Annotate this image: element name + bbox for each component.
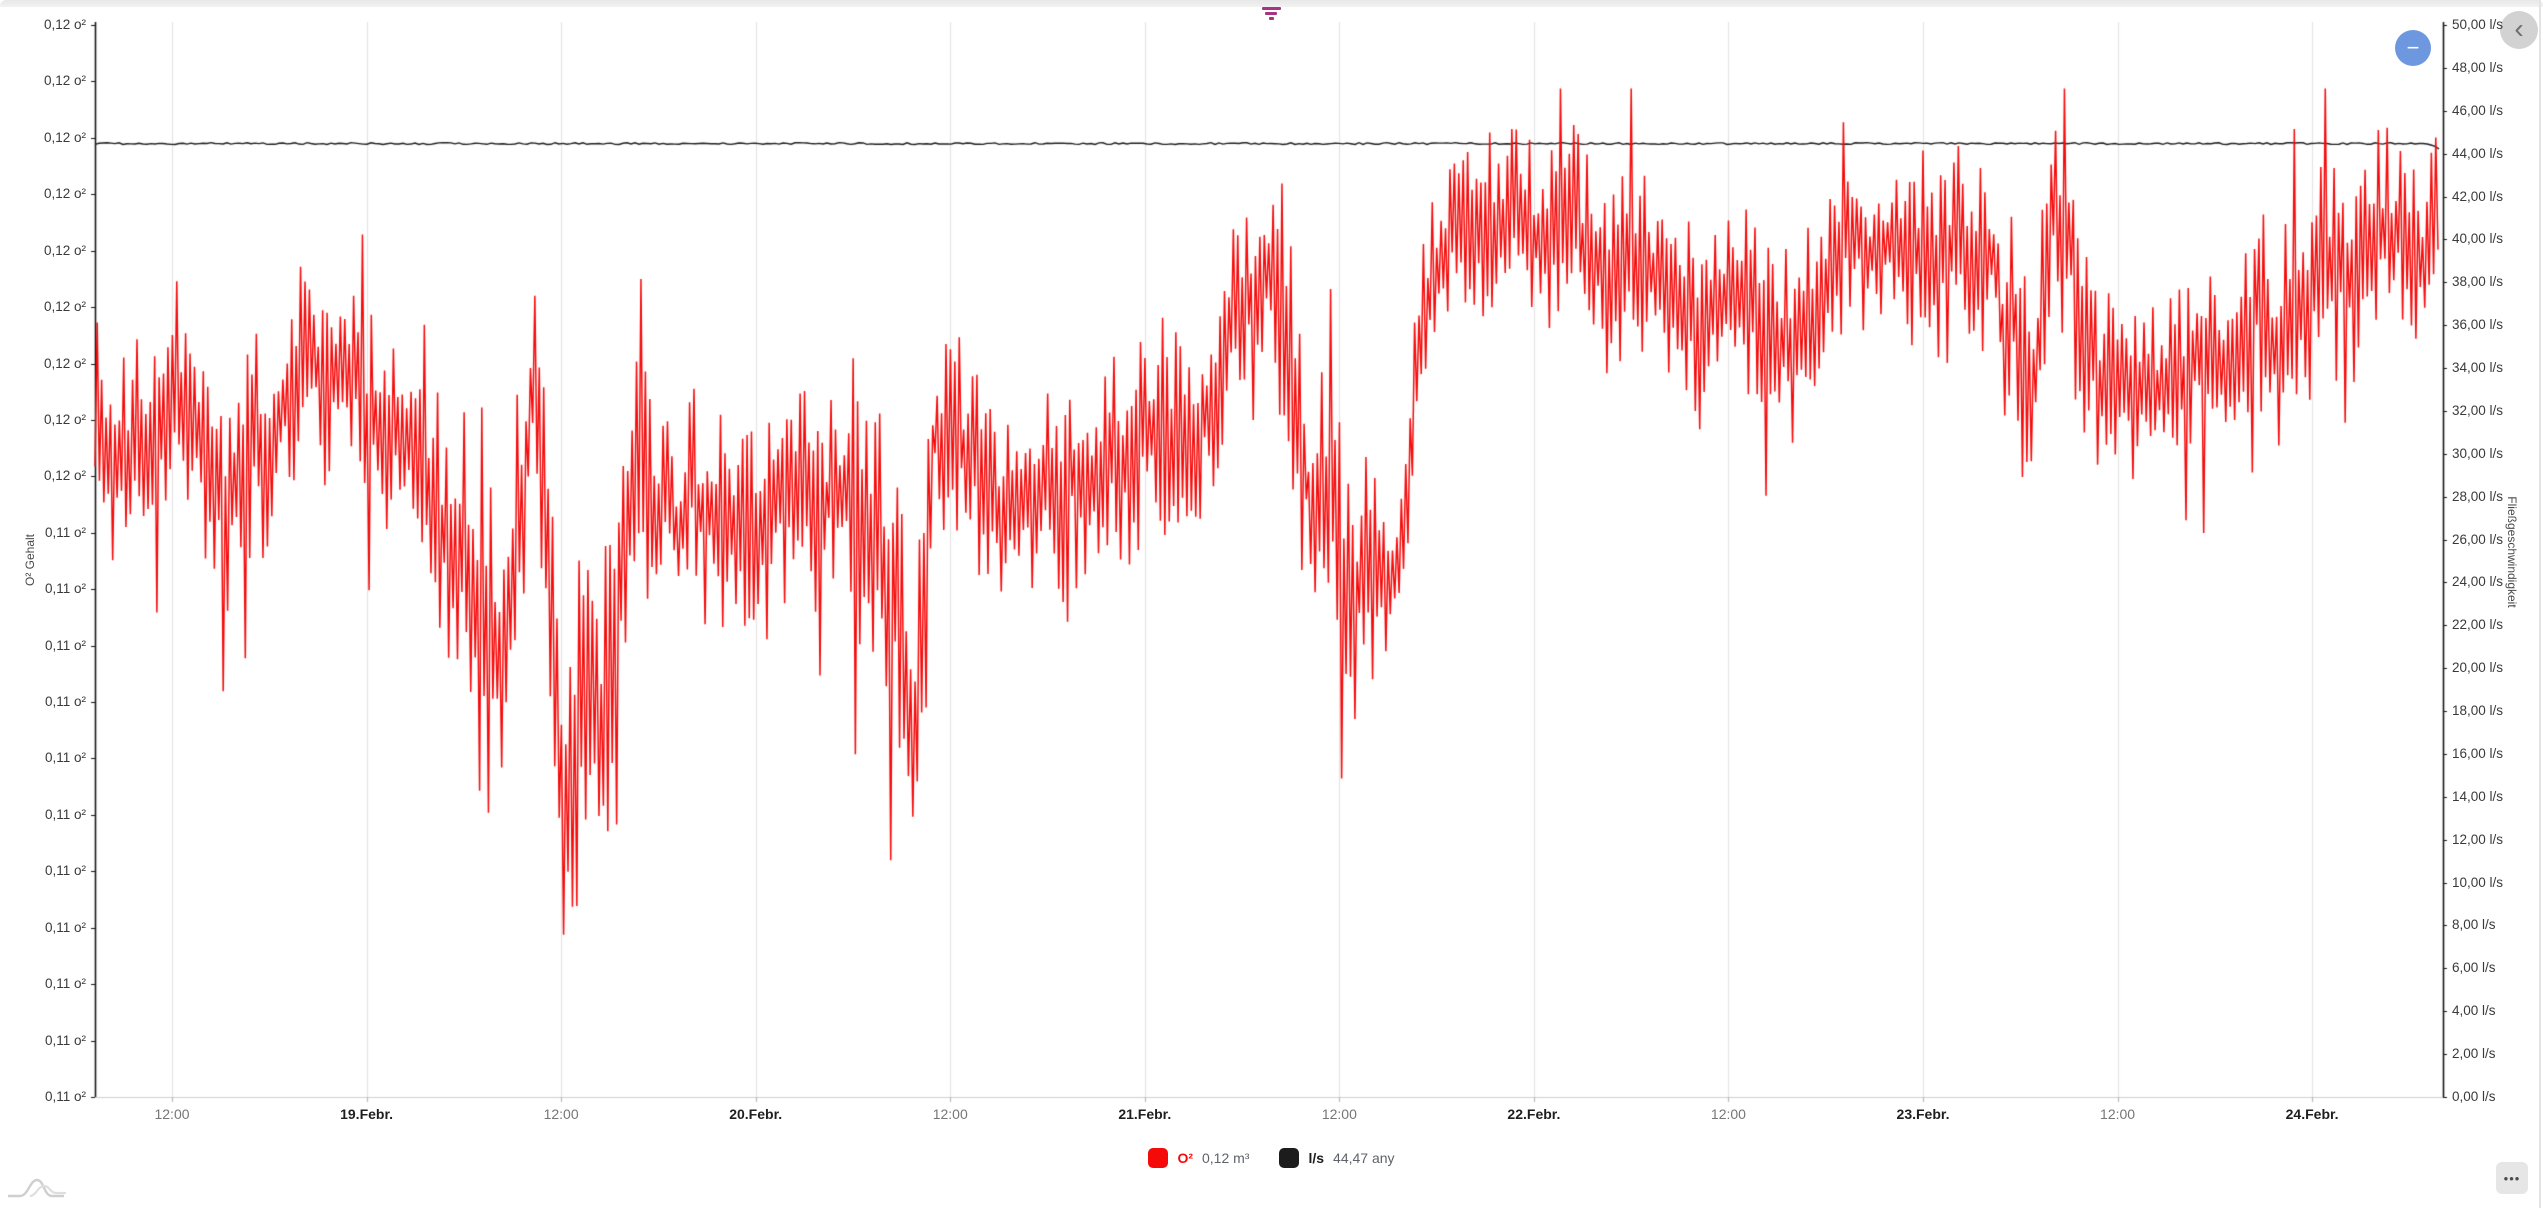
y-axis-left-label: 0,11 o²	[44, 637, 86, 653]
y-axis-left-label: 0,11 o²	[44, 581, 86, 597]
y-axis-right-label: 44,00 l/s	[2452, 145, 2504, 161]
y-axis-left-label: 0,11 o²	[44, 524, 86, 540]
y-axis-left-label: 0,11 o²	[44, 694, 86, 710]
y-axis-left-label: 0,11 o²	[44, 1032, 86, 1048]
x-axis-label: 22.Febr.	[1507, 1106, 1561, 1122]
y-axis-right-label: 12,00 l/s	[2452, 831, 2504, 847]
o2-series-swatch	[1148, 1148, 1169, 1168]
legend-series-name: l/s	[1308, 1150, 1325, 1166]
watermark-chart-icon	[8, 1178, 66, 1198]
y-axis-left-label: 0,11 o²	[44, 750, 86, 766]
y-axis-right-label: 36,00 l/s	[2452, 317, 2504, 333]
y-axis-right-label: 6,00 l/s	[2452, 960, 2496, 976]
y-axis-left-label: 0,11 o²	[44, 976, 86, 992]
y-axis-right-label: 10,00 l/s	[2452, 874, 2504, 890]
y-axis-right-label: 2,00 l/s	[2452, 1046, 2496, 1062]
x-axis-label: 12:00	[154, 1106, 190, 1122]
y-axis-left-label: 0,12 o²	[43, 355, 86, 371]
x-axis-label: 24.Febr.	[2285, 1106, 2339, 1122]
x-axis-label: 20.Febr.	[729, 1106, 783, 1122]
y-axis-right-label: 26,00 l/s	[2452, 531, 2504, 547]
y-axis-left-title: O² Gehalt	[23, 533, 37, 587]
y-axis-left-label: 0,12 o²	[43, 242, 86, 258]
y-axis-left-label: 0,12 o²	[43, 17, 86, 32]
legend-item-ls[interactable]: l/s 44,47 any	[1279, 1148, 1395, 1168]
zoom-out-button[interactable]: −	[2395, 30, 2431, 66]
y-axis-left-label: 0,12 o²	[43, 468, 86, 484]
y-axis-right-label: 8,00 l/s	[2452, 917, 2496, 933]
y-axis-left-label: 0,12 o²	[43, 411, 86, 427]
panel-right-edge	[2539, 0, 2541, 1208]
minus-icon: −	[2406, 35, 2420, 60]
x-axis-label: 12:00	[543, 1106, 579, 1122]
y-axis-right-label: 40,00 l/s	[2452, 231, 2504, 247]
y-axis-right-label: 32,00 l/s	[2452, 402, 2504, 418]
legend-series-value: 44,47 any	[1333, 1150, 1395, 1166]
y-axis-right-label: 28,00 l/s	[2452, 488, 2504, 504]
y-axis-right-label: 20,00 l/s	[2452, 660, 2504, 676]
y-axis-right-title: Fließgeschwindigkeit	[2505, 496, 2519, 608]
x-axis-label: 12:00	[932, 1106, 968, 1122]
y-axis-right-label: 18,00 l/s	[2452, 703, 2504, 719]
y-axis-right-label: 16,00 l/s	[2452, 745, 2504, 761]
y-axis-right-label: 50,00 l/s	[2452, 17, 2504, 32]
y-axis-right-label: 4,00 l/s	[2452, 1003, 2496, 1019]
y-axis-left-label: 0,11 o²	[44, 919, 86, 935]
y-axis-right-label: 48,00 l/s	[2452, 59, 2504, 75]
y-axis-left-label: 0,11 o²	[44, 1089, 86, 1104]
x-axis-label: 19.Febr.	[340, 1106, 394, 1122]
filter-button[interactable]	[1258, 7, 1284, 25]
legend-series-name: O²	[1177, 1150, 1193, 1166]
y-axis-right-label: 22,00 l/s	[2452, 617, 2504, 633]
x-axis-label: 12:00	[1321, 1106, 1357, 1122]
y-axis-right-label: 34,00 l/s	[2452, 360, 2504, 376]
y-axis-left-label: 0,12 o²	[43, 73, 86, 89]
y-axis-right-label: 46,00 l/s	[2452, 102, 2504, 118]
y-axis-left-label: 0,12 o²	[43, 129, 86, 145]
y-axis-right-label: 0,00 l/s	[2452, 1089, 2496, 1104]
y-axis-right-label: 14,00 l/s	[2452, 788, 2504, 804]
x-axis-label: 12:00	[1710, 1106, 1746, 1122]
y-axis-left-label: 0,11 o²	[44, 806, 86, 822]
more-options-button[interactable]: •••	[2496, 1162, 2528, 1194]
ls-series-swatch	[1279, 1148, 1300, 1168]
y-axis-right-label: 38,00 l/s	[2452, 274, 2504, 290]
y-axis-right-label: 30,00 l/s	[2452, 445, 2504, 461]
ellipsis-icon: •••	[2503, 1170, 2521, 1186]
collapse-panel-button[interactable]: ‹	[2500, 11, 2538, 49]
filter-icon	[1265, 12, 1277, 15]
x-axis-label: 23.Febr.	[1896, 1106, 1950, 1122]
legend: O² 0,12 m³ l/s 44,47 any	[0, 1148, 2543, 1168]
y-axis-left-label: 0,12 o²	[43, 299, 86, 315]
filter-icon	[1261, 7, 1281, 10]
panel-top-edge	[0, 0, 2543, 7]
legend-item-o2[interactable]: O² 0,12 m³	[1148, 1148, 1249, 1168]
legend-series-value: 0,12 m³	[1202, 1150, 1250, 1166]
y-axis-right-label: 42,00 l/s	[2452, 188, 2504, 204]
filter-icon	[1268, 17, 1274, 20]
y-axis-left-label: 0,12 o²	[43, 186, 86, 202]
y-axis-left-label: 0,11 o²	[44, 863, 86, 879]
chevron-left-icon: ‹	[2514, 12, 2524, 44]
x-axis-label: 21.Febr.	[1118, 1106, 1172, 1122]
y-axis-right-label: 24,00 l/s	[2452, 574, 2504, 590]
x-axis-label: 12:00	[2100, 1106, 2136, 1122]
